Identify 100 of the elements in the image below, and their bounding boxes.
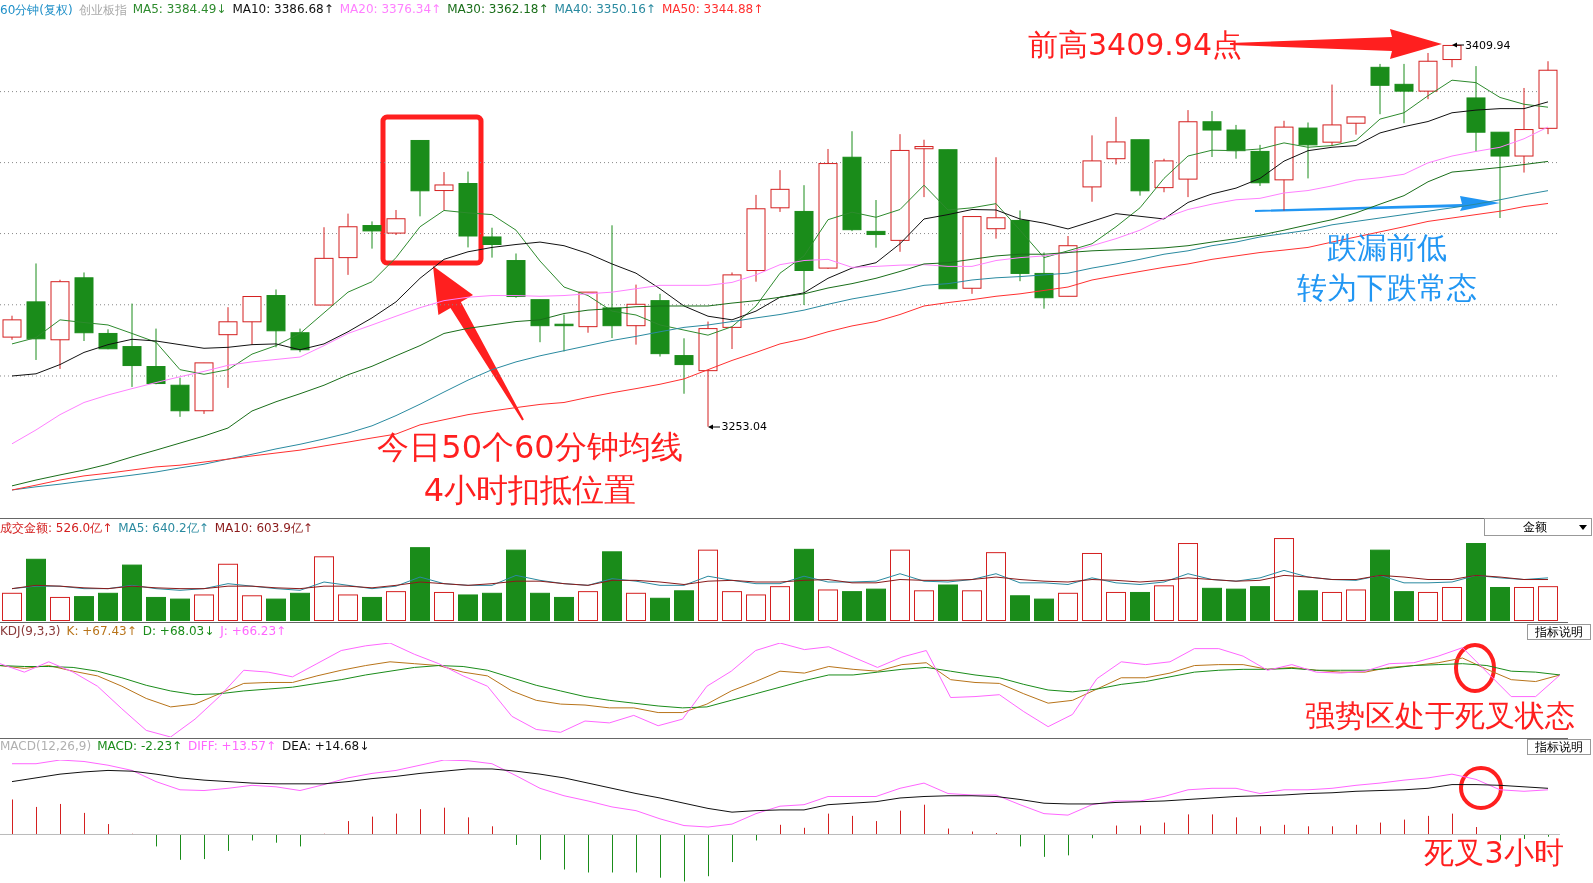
bar [1346, 589, 1366, 621]
annotation: 3253.04 [721, 420, 767, 434]
bar [338, 594, 358, 621]
bar [410, 547, 430, 621]
candlestick [1490, 131, 1510, 219]
bar [386, 591, 406, 621]
bar [1082, 552, 1102, 621]
bar [362, 596, 382, 621]
bar [602, 551, 622, 621]
bar [1418, 591, 1438, 621]
bar [1202, 587, 1222, 621]
bar [50, 596, 70, 621]
bar [1106, 591, 1126, 621]
text: K: +67.43↑ [66, 624, 137, 638]
bar [530, 592, 550, 621]
bar [434, 591, 454, 621]
candlestick [602, 224, 622, 339]
candlestick [1226, 124, 1246, 160]
bar [266, 598, 286, 621]
bar [842, 591, 862, 621]
bar [794, 548, 814, 621]
text: MA10: 3386.68↑ [232, 2, 334, 18]
bar [170, 598, 190, 621]
text: MA20: 3376.34↑ [339, 2, 442, 18]
bar [650, 597, 670, 621]
text: MA40: 3350.16↑ [554, 2, 656, 18]
annotation: 强势区处于死叉状态 [1305, 697, 1575, 736]
bar [1058, 592, 1078, 621]
bar [1226, 588, 1246, 621]
bar [554, 596, 574, 621]
candlestick [386, 209, 406, 236]
text: J: +66.23↑ [220, 624, 287, 638]
bar [626, 592, 646, 621]
candlestick [362, 220, 382, 250]
chart-title: KDJ(9,3,3) [0, 624, 61, 638]
bar [986, 552, 1006, 621]
bar [1490, 586, 1510, 621]
bar [1394, 591, 1414, 621]
annotation: 前高3409.94点 [1027, 26, 1243, 65]
candlestick [1298, 121, 1318, 179]
bar [938, 584, 958, 621]
bar [290, 592, 310, 621]
candlestick [146, 328, 166, 385]
candlestick [1202, 110, 1222, 158]
bar [242, 595, 262, 621]
bar [506, 549, 526, 621]
bar [962, 590, 982, 621]
chart-title: 60分钟(复权) [0, 2, 73, 19]
bar [818, 589, 838, 621]
bar [1274, 538, 1294, 621]
bar [698, 549, 718, 621]
bar [914, 590, 934, 621]
text: MACD: -2.23↑ [97, 739, 183, 753]
candlestick [1106, 116, 1126, 166]
bar [1130, 591, 1150, 621]
candlestick [1322, 84, 1342, 147]
candlestick [1394, 63, 1414, 124]
bar [578, 591, 598, 621]
candlestick [674, 337, 694, 395]
bar [1514, 586, 1534, 621]
annotation: 跌漏前低 [1327, 229, 1447, 268]
candlestick [218, 306, 238, 389]
bar [1250, 586, 1270, 621]
text: 金额 [1523, 518, 1547, 536]
text: DIFF: +13.57↑ [188, 739, 277, 753]
bar [122, 564, 142, 621]
bar [890, 549, 910, 621]
bar [146, 596, 166, 621]
chart-subtitle: 创业板指 [78, 2, 127, 19]
bar [74, 596, 94, 621]
bar [746, 594, 766, 621]
text: 指标说明 [1527, 739, 1591, 755]
candlestick [122, 303, 142, 388]
bar [1298, 590, 1318, 621]
bar [770, 586, 790, 621]
bar [194, 594, 214, 621]
bar [1034, 598, 1054, 621]
candlestick [866, 199, 886, 249]
text: 成交金额: 526.0亿↑ [0, 520, 113, 537]
annotation: 转为下跌常态 [1297, 269, 1477, 308]
bar [722, 591, 742, 621]
candlestick [1346, 116, 1366, 136]
bar [482, 592, 502, 621]
text: MA50: 3344.88↑ [661, 2, 764, 18]
text: MA5: 640.2亿↑ [118, 520, 209, 537]
bar [218, 563, 238, 621]
text: 4小时扣抵位置 [423, 469, 637, 511]
bar [674, 590, 694, 621]
bar [1466, 543, 1486, 621]
candlestick [434, 171, 454, 211]
bar [1322, 591, 1342, 621]
bar [314, 556, 334, 621]
bar [1010, 595, 1030, 621]
bar [1370, 549, 1390, 621]
chart-title: MACD(12,26,9) [0, 739, 92, 753]
bar [26, 558, 46, 621]
bar [98, 592, 118, 621]
text: 今日50个60分钟均线 [377, 426, 683, 468]
candlestick [1370, 63, 1390, 115]
candlestick [770, 169, 790, 213]
